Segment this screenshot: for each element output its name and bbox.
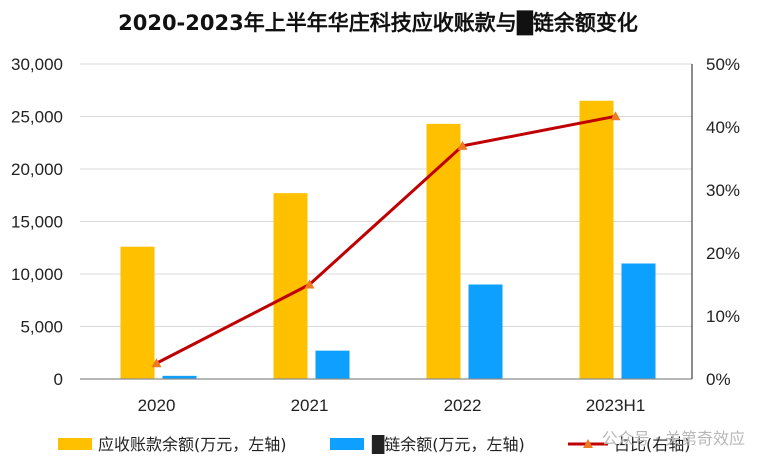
ratio-point [610, 111, 621, 121]
bar-receivables [120, 246, 155, 379]
right-tick-label: 40% [706, 118, 740, 137]
left-tick-label: 25,000 [11, 108, 63, 127]
right-tick-label: 20% [706, 244, 740, 263]
bar-chain-balance [468, 284, 503, 379]
bar-chain-balance [621, 263, 656, 379]
bar-receivables [579, 100, 614, 379]
legend-swatch-receivables [58, 438, 92, 450]
left-tick-label: 30,000 [11, 55, 63, 74]
right-tick-label: 0% [706, 370, 731, 389]
chart-title: 2020-2023年上半年华庄科技应收账款与█链余额变化 [118, 10, 638, 36]
left-tick-label: 0 [54, 370, 63, 389]
right-tick-label: 50% [706, 55, 740, 74]
legend: 应收账款余额(万元，左轴) █链余额(万元，左轴) 占比(右轴) [58, 434, 691, 454]
tick-labels: 0 5,000 10,000 15,000 20,000 25,000 30,000 0% 10… [11, 55, 740, 415]
legend-label-ratio: 占比(右轴) [614, 435, 691, 454]
bar-chain-balance [162, 375, 197, 379]
right-tick-label: 30% [706, 181, 740, 200]
x-tick-label: 2020 [138, 396, 176, 415]
ratio-line-path [155, 114, 616, 365]
ratio-line [151, 111, 621, 368]
legend-label-chain-balance: █链余额(万元，左轴) [371, 434, 525, 454]
left-tick-label: 5,000 [20, 318, 63, 337]
bar-receivables [273, 193, 308, 379]
axes [80, 64, 693, 380]
legend-marker-ratio [583, 439, 593, 448]
left-tick-label: 15,000 [11, 213, 63, 232]
left-tick-label: 10,000 [11, 265, 63, 284]
ratio-point [457, 140, 468, 150]
x-tick-label: 2021 [291, 396, 329, 415]
right-tick-label: 10% [706, 307, 740, 326]
legend-label-receivables: 应收账款余额(万元，左轴) [98, 435, 287, 454]
left-tick-label: 20,000 [11, 160, 63, 179]
bar-receivables [426, 123, 461, 379]
bars [120, 100, 656, 379]
ratio-point [151, 358, 162, 368]
x-tick-label: 2023H1 [586, 396, 646, 415]
bar-chain-balance [315, 350, 350, 379]
x-tick-label: 2022 [444, 396, 482, 415]
legend-swatch-chain-balance [330, 438, 364, 450]
watermark: 公众号 · 关第奇效应 [602, 429, 745, 448]
ratio-point [304, 279, 315, 289]
